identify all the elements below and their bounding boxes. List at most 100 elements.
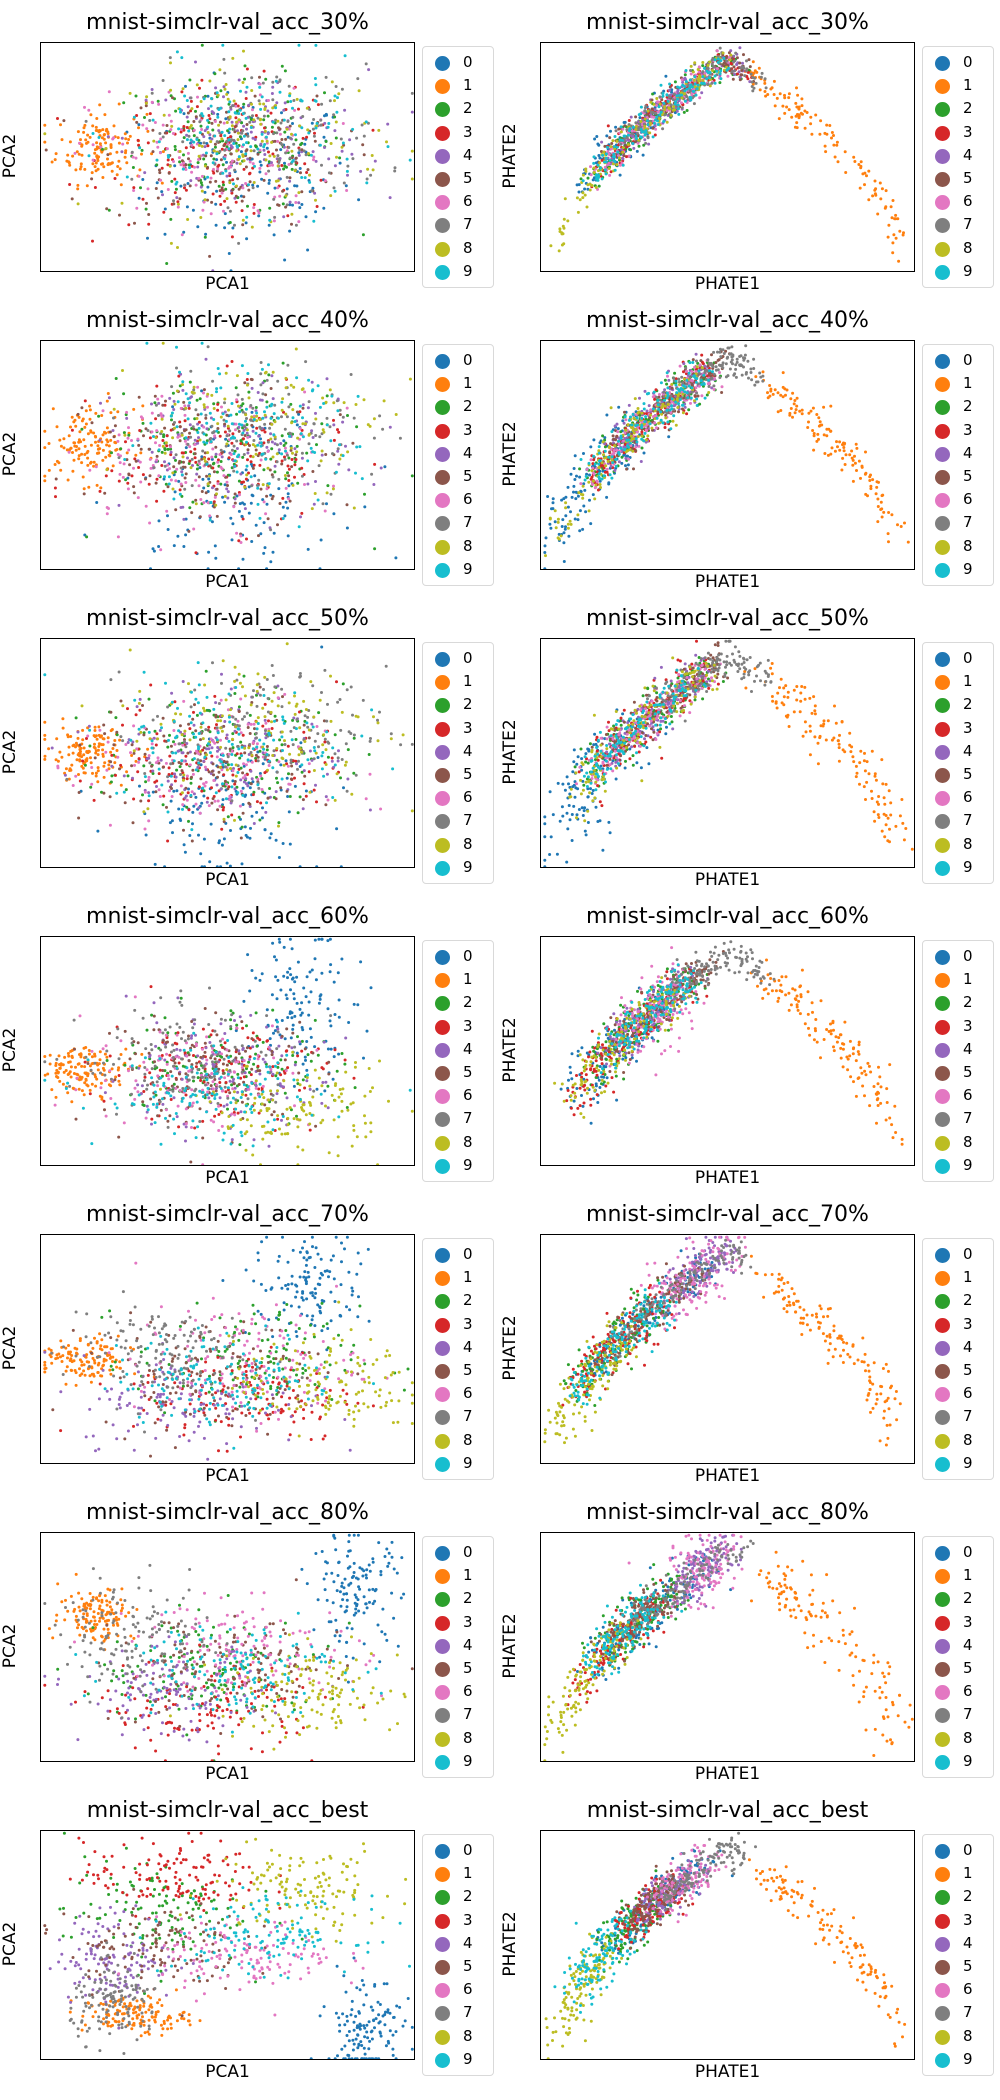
scatter-point	[305, 135, 309, 139]
scatter-point	[175, 50, 179, 54]
scatter-point	[148, 457, 152, 461]
scatter-point	[217, 129, 221, 133]
scatter-point	[275, 460, 279, 464]
scatter-point	[661, 92, 665, 95]
scatter-point	[223, 483, 227, 487]
scatter-point	[233, 449, 237, 453]
scatter-point	[243, 507, 247, 511]
scatter-point	[178, 107, 182, 111]
scatter-point	[179, 130, 183, 134]
scatter-point	[185, 126, 189, 129]
scatter-point	[179, 163, 183, 167]
scatter-point	[336, 449, 340, 453]
scatter-point	[867, 169, 871, 173]
scatter-point	[603, 445, 607, 449]
scatter-point	[867, 198, 871, 202]
scatter-point	[237, 241, 241, 245]
scatter-point	[245, 473, 249, 477]
scatter-point	[124, 478, 128, 482]
scatter-point	[800, 412, 804, 416]
scatter-point	[187, 404, 191, 408]
scatter-point	[363, 505, 367, 509]
scatter-point	[130, 439, 133, 442]
scatter-point	[254, 145, 258, 149]
scatter-point	[887, 540, 890, 544]
scatter-point	[553, 520, 557, 524]
scatter-point	[618, 158, 621, 162]
scatter-point	[783, 93, 786, 97]
scatter-point	[331, 452, 334, 456]
scatter-point	[241, 557, 245, 561]
scatter-point	[252, 418, 256, 421]
scatter-point	[634, 128, 638, 131]
scatter-point	[168, 164, 172, 168]
scatter-point	[690, 370, 694, 374]
scatter-point	[623, 437, 627, 440]
scatter-point	[725, 59, 729, 63]
scatter-point	[184, 428, 188, 432]
scatter-point	[134, 459, 138, 463]
scatter-point	[576, 210, 580, 214]
scatter-point	[393, 166, 397, 170]
scatter-point	[626, 463, 630, 467]
scatter-point	[324, 140, 328, 143]
scatter-point	[171, 487, 175, 491]
scatter-point	[822, 405, 826, 409]
scatter-point	[262, 148, 266, 152]
scatter-point	[115, 150, 119, 154]
scatter-point	[669, 411, 673, 414]
scatter-point	[683, 405, 687, 409]
scatter-point	[188, 380, 192, 384]
scatter-point	[89, 430, 93, 434]
plot-area	[540, 340, 915, 570]
legend-label: 4	[463, 145, 473, 164]
scatter-point	[163, 131, 167, 135]
scatter-point	[196, 439, 199, 443]
scatter-point	[220, 455, 224, 459]
scatter-point	[822, 433, 826, 437]
scatter-point	[339, 137, 343, 141]
scatter-point	[203, 190, 207, 194]
scatter-point	[631, 132, 634, 136]
scatter-point	[345, 157, 349, 161]
scatter-point	[683, 73, 687, 77]
scatter-point	[162, 489, 166, 493]
scatter-point	[800, 97, 804, 101]
scatter-point	[272, 219, 276, 223]
scatter-point	[161, 193, 164, 197]
scatter-point	[791, 391, 795, 395]
scatter-point	[163, 475, 166, 479]
scatter-point	[242, 453, 246, 456]
scatter-point	[236, 131, 240, 135]
scatter-point	[562, 531, 566, 535]
scatter-point	[272, 531, 276, 535]
scatter-point	[600, 140, 604, 144]
scatter-point	[171, 96, 174, 100]
scatter-point	[189, 466, 193, 470]
scatter-point	[249, 404, 253, 407]
scatter-point	[269, 404, 273, 408]
scatter-point	[178, 488, 182, 492]
scatter-point	[137, 196, 141, 200]
scatter-point	[219, 460, 223, 463]
scatter-point	[683, 92, 686, 96]
scatter-point	[603, 470, 607, 474]
scatter-point	[618, 163, 622, 167]
scatter-point	[243, 77, 246, 81]
scatter-point	[614, 125, 618, 129]
scatter-point	[615, 139, 619, 143]
scatter-point	[204, 357, 208, 361]
scatter-point	[604, 156, 608, 160]
scatter-point	[57, 461, 61, 465]
scatter-point	[783, 96, 787, 100]
x-axis-label: PHATE1	[694, 274, 761, 294]
scatter-point	[322, 206, 326, 210]
scatter-point	[228, 209, 232, 213]
scatter-point	[82, 126, 86, 130]
scatter-point	[276, 154, 280, 158]
scatter-point	[624, 456, 628, 460]
scatter-point	[279, 121, 283, 125]
scatter-point	[176, 202, 180, 206]
scatter-point	[200, 112, 204, 116]
